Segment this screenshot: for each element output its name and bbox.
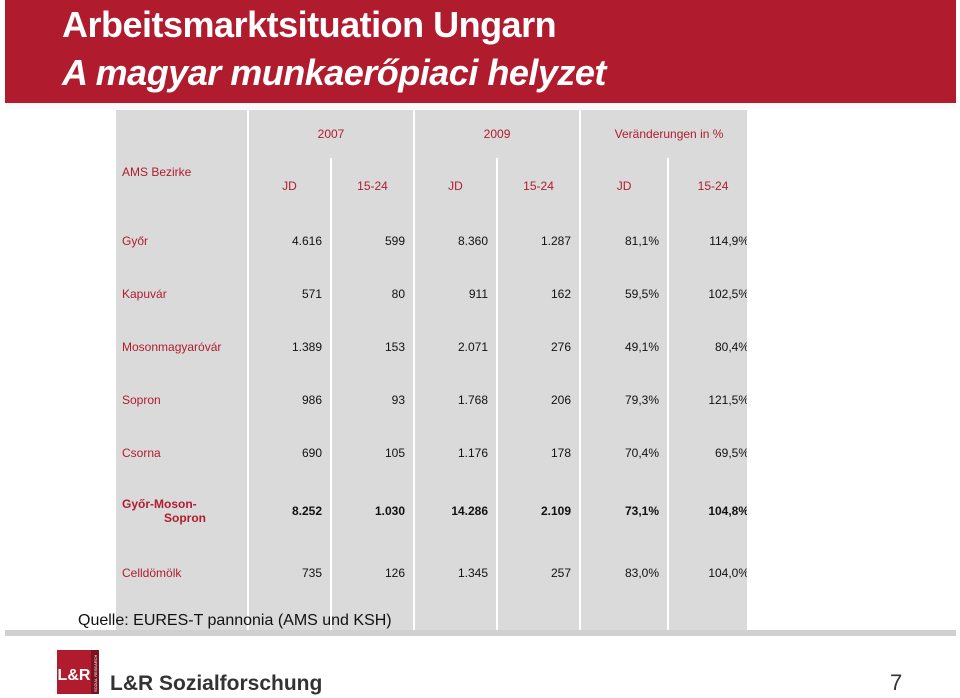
cell: 4.616 [249, 214, 330, 267]
cell: 104,8% [669, 479, 747, 543]
footer-divider [5, 630, 956, 636]
unemployment-table: AMS Bezirke 2007 2009 Veränderungen in %… [116, 110, 747, 630]
table-row-cut-off [116, 603, 747, 630]
cell: 178 [498, 426, 580, 479]
cell: 80 [332, 267, 414, 320]
row-name-line2: Sopron [164, 511, 206, 525]
cell: 1.768 [415, 373, 497, 426]
cell: 14.286 [415, 479, 497, 543]
row-name: Sopron [116, 373, 247, 426]
cell: 1.176 [415, 426, 497, 479]
row-name-line1: Győr-Moson- [122, 497, 197, 511]
row-name: Mosonmagyaróvár [116, 320, 247, 373]
table-row: Mosonmagyaróvár 1.389 153 2.071 276 49,1… [116, 320, 747, 373]
table-row: Csorna 690 105 1.176 178 70,4% 69,5% [116, 426, 747, 479]
company-logo: L&R SOZIAL RESEARCH [57, 650, 99, 694]
logo-side-text: SOZIAL RESEARCH [93, 654, 98, 692]
header-row-sub: JD 15-24 JD 15-24 JD 15-24 [116, 158, 747, 214]
cell: 276 [498, 320, 580, 373]
cell: 73,1% [581, 479, 668, 543]
row-name: Celldömölk [116, 543, 247, 603]
row-name: Győr-Moson- Sopron [116, 479, 247, 543]
table-row: Celldömölk 735 126 1.345 257 83,0% 104,0… [116, 543, 747, 603]
subheader-jd-2009: JD [415, 158, 497, 214]
row-name: Csorna [116, 426, 247, 479]
cell: 70,4% [581, 426, 668, 479]
cell: 2.071 [415, 320, 497, 373]
group-header-2009: 2009 [415, 110, 580, 158]
cell: 8.360 [415, 214, 497, 267]
cell: 162 [498, 267, 580, 320]
subheader-jd-change: JD [581, 158, 668, 214]
cell: 1.389 [249, 320, 330, 373]
cell: 2.109 [498, 479, 580, 543]
group-header-2007: 2007 [249, 110, 414, 158]
header-row-years: AMS Bezirke 2007 2009 Veränderungen in % [116, 110, 747, 214]
data-table-container: AMS Bezirke 2007 2009 Veränderungen in %… [116, 110, 747, 630]
slide-subtitle: A magyar munkaerőpiaci helyzet [62, 52, 606, 93]
cell: 105 [332, 426, 414, 479]
cell: 153 [332, 320, 414, 373]
cell: 1.030 [332, 479, 414, 543]
subheader-youth-2007: 15-24 [332, 158, 414, 214]
subheader-youth-2009: 15-24 [498, 158, 580, 214]
cell: 121,5% [669, 373, 747, 426]
subheader-jd-2007: JD [249, 158, 330, 214]
cell: 690 [249, 426, 330, 479]
corner-label: AMS Bezirke [116, 110, 247, 214]
table-row: Győr 4.616 599 8.360 1.287 81,1% 114,9% [116, 214, 747, 267]
cell: 126 [332, 543, 414, 603]
cell: 81,1% [581, 214, 668, 267]
source-note: Quelle: EURES-T pannonia (AMS und KSH) [78, 612, 392, 629]
cell: 104,0% [669, 543, 747, 603]
cell: 571 [249, 267, 330, 320]
cell: 69,5% [669, 426, 747, 479]
cell: 599 [332, 214, 414, 267]
cell: 986 [249, 373, 330, 426]
cell: 59,5% [581, 267, 668, 320]
cell: 1.287 [498, 214, 580, 267]
subheader-youth-change: 15-24 [669, 158, 747, 214]
cell: 49,1% [581, 320, 668, 373]
group-header-change: Veränderungen in % [581, 110, 747, 158]
cell: 79,3% [581, 373, 668, 426]
cell: 8.252 [249, 479, 330, 543]
cell: 257 [498, 543, 580, 603]
table-row-total: Győr-Moson- Sopron 8.252 1.030 14.286 2.… [116, 479, 747, 543]
title-banner: Arbeitsmarktsituation Ungarn A magyar mu… [5, 0, 956, 103]
cell: 83,0% [581, 543, 668, 603]
cell: 206 [498, 373, 580, 426]
row-name: Kapuvár [116, 267, 247, 320]
table-row: Kapuvár 571 80 911 162 59,5% 102,5% [116, 267, 747, 320]
cell: 1.345 [415, 543, 497, 603]
title-stripe [5, 103, 956, 109]
cell: 93 [332, 373, 414, 426]
cell: 735 [249, 543, 330, 603]
table-row: Sopron 986 93 1.768 206 79,3% 121,5% [116, 373, 747, 426]
cell: 114,9% [669, 214, 747, 267]
logo-text: L&R [58, 667, 91, 684]
company-name: L&R Sozialforschung [110, 672, 323, 695]
cell: 911 [415, 267, 497, 320]
cell: 80,4% [669, 320, 747, 373]
cell: 102,5% [669, 267, 747, 320]
page-number: 7 [890, 670, 903, 695]
slide-title: Arbeitsmarktsituation Ungarn [62, 4, 557, 45]
row-name: Győr [116, 214, 247, 267]
